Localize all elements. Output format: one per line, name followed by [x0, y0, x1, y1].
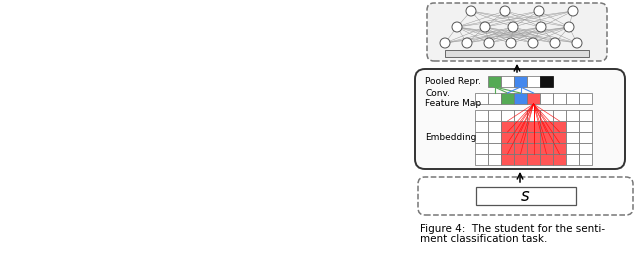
Bar: [501, 76, 514, 87]
Bar: [566, 143, 579, 154]
Bar: [475, 143, 488, 154]
Circle shape: [484, 38, 494, 48]
Bar: [553, 93, 566, 104]
Circle shape: [564, 22, 574, 32]
Bar: [488, 132, 501, 143]
Bar: [501, 121, 514, 132]
Bar: [579, 154, 592, 165]
Bar: [540, 121, 553, 132]
FancyBboxPatch shape: [418, 177, 633, 215]
Circle shape: [506, 38, 516, 48]
Bar: [527, 143, 540, 154]
Bar: [579, 110, 592, 121]
Bar: [579, 132, 592, 143]
Bar: [514, 121, 527, 132]
Bar: [540, 143, 553, 154]
Bar: [540, 76, 553, 87]
Bar: [501, 154, 514, 165]
Bar: [488, 110, 501, 121]
Bar: [553, 121, 566, 132]
Bar: [488, 76, 501, 87]
Bar: [445, 50, 589, 57]
Bar: [566, 154, 579, 165]
Circle shape: [534, 6, 544, 16]
FancyBboxPatch shape: [427, 3, 607, 61]
Text: ment classification task.: ment classification task.: [420, 234, 547, 244]
FancyBboxPatch shape: [415, 69, 625, 169]
Bar: [527, 132, 540, 143]
Bar: [540, 110, 553, 121]
Bar: [501, 143, 514, 154]
Circle shape: [440, 38, 450, 48]
Bar: [566, 110, 579, 121]
Bar: [488, 143, 501, 154]
Circle shape: [550, 38, 560, 48]
Circle shape: [536, 22, 546, 32]
Bar: [488, 154, 501, 165]
Text: Embedding: Embedding: [425, 133, 476, 142]
Bar: [514, 76, 527, 87]
Circle shape: [452, 22, 462, 32]
Bar: [579, 143, 592, 154]
Text: $s$: $s$: [520, 187, 531, 205]
Bar: [553, 143, 566, 154]
Bar: [553, 132, 566, 143]
Text: Conv.
Feature Map: Conv. Feature Map: [425, 89, 481, 108]
Circle shape: [568, 6, 578, 16]
Circle shape: [572, 38, 582, 48]
Bar: [475, 132, 488, 143]
Bar: [527, 154, 540, 165]
Bar: [566, 93, 579, 104]
Bar: [527, 110, 540, 121]
Circle shape: [508, 22, 518, 32]
Bar: [501, 110, 514, 121]
Bar: [540, 93, 553, 104]
Bar: [540, 154, 553, 165]
Text: Figure 4:  The student for the senti-: Figure 4: The student for the senti-: [420, 224, 605, 234]
Text: Pooled Repr.: Pooled Repr.: [425, 77, 481, 86]
Circle shape: [528, 38, 538, 48]
Bar: [514, 132, 527, 143]
Bar: [475, 110, 488, 121]
Bar: [514, 143, 527, 154]
Bar: [527, 121, 540, 132]
Bar: [475, 93, 488, 104]
Bar: [553, 154, 566, 165]
Bar: [527, 76, 540, 87]
Bar: [579, 121, 592, 132]
Bar: [488, 93, 501, 104]
Bar: [475, 121, 488, 132]
Bar: [514, 93, 527, 104]
Bar: [501, 132, 514, 143]
Bar: [527, 93, 540, 104]
Bar: [514, 154, 527, 165]
Bar: [476, 187, 575, 205]
Bar: [566, 132, 579, 143]
Circle shape: [466, 6, 476, 16]
Bar: [566, 121, 579, 132]
Circle shape: [500, 6, 510, 16]
Bar: [553, 110, 566, 121]
Circle shape: [462, 38, 472, 48]
Bar: [488, 121, 501, 132]
Bar: [540, 132, 553, 143]
Bar: [579, 93, 592, 104]
Bar: [514, 110, 527, 121]
Bar: [501, 93, 514, 104]
Circle shape: [480, 22, 490, 32]
Bar: [475, 154, 488, 165]
